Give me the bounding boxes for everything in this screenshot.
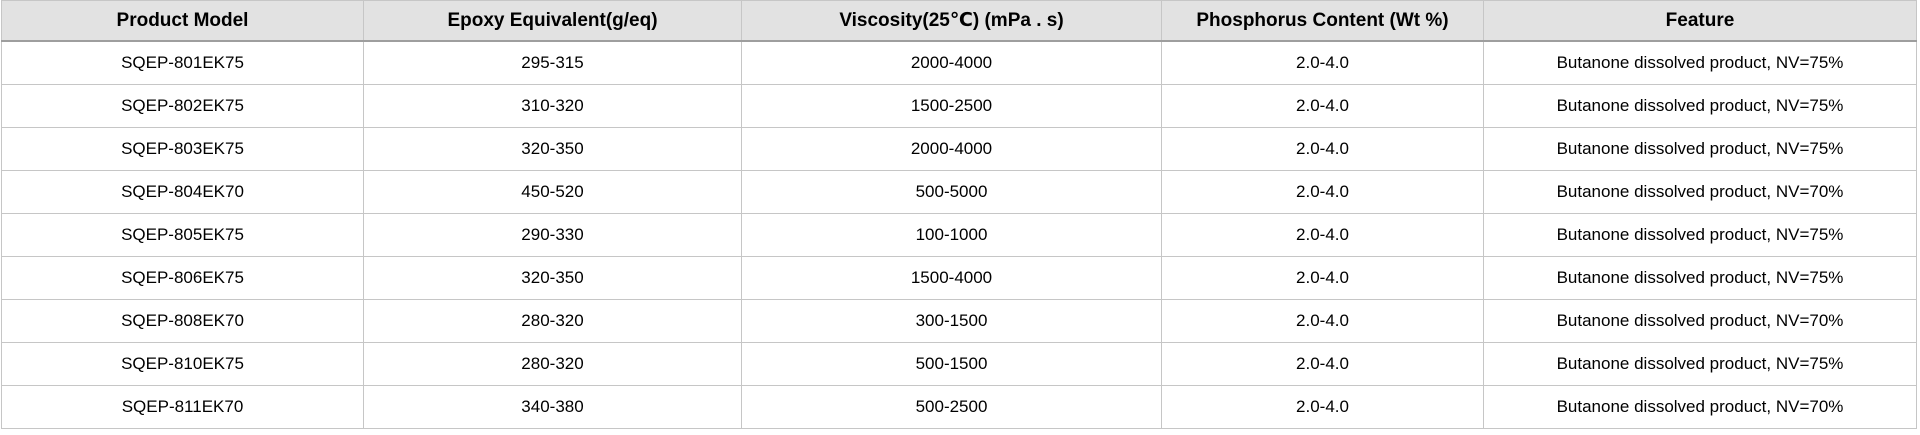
cell-viscosity: 1500-2500 (741, 84, 1162, 128)
cell-epoxy-equivalent: 290-330 (363, 213, 742, 257)
cell-viscosity: 1500-4000 (741, 256, 1162, 300)
table-row: SQEP-802EK75 310-320 1500-2500 2.0-4.0 B… (1, 84, 1917, 128)
cell-feature: Butanone dissolved product, NV=75% (1483, 256, 1917, 300)
cell-viscosity: 500-1500 (741, 342, 1162, 386)
cell-product-model: SQEP-802EK75 (1, 84, 364, 128)
cell-product-model: SQEP-811EK70 (1, 385, 364, 429)
cell-feature: Butanone dissolved product, NV=70% (1483, 170, 1917, 214)
cell-epoxy-equivalent: 295-315 (363, 40, 742, 85)
cell-phosphorus: 2.0-4.0 (1161, 342, 1484, 386)
cell-epoxy-equivalent: 280-320 (363, 342, 742, 386)
column-header-phosphorus-content: Phosphorus Content (Wt %) (1161, 0, 1484, 42)
table-row: SQEP-801EK75 295-315 2000-4000 2.0-4.0 B… (1, 40, 1917, 85)
cell-product-model: SQEP-808EK70 (1, 299, 364, 343)
cell-phosphorus: 2.0-4.0 (1161, 170, 1484, 214)
table-row: SQEP-804EK70 450-520 500-5000 2.0-4.0 Bu… (1, 170, 1917, 214)
cell-product-model: SQEP-806EK75 (1, 256, 364, 300)
table-row: SQEP-805EK75 290-330 100-1000 2.0-4.0 Bu… (1, 213, 1917, 257)
column-header-product-model: Product Model (1, 0, 364, 42)
cell-phosphorus: 2.0-4.0 (1161, 299, 1484, 343)
column-header-epoxy-equivalent: Epoxy Equivalent(g/eq) (363, 0, 742, 42)
cell-phosphorus: 2.0-4.0 (1161, 256, 1484, 300)
table-header: Product Model Epoxy Equivalent(g/eq) Vis… (1, 0, 1917, 42)
cell-phosphorus: 2.0-4.0 (1161, 40, 1484, 85)
cell-feature: Butanone dissolved product, NV=70% (1483, 385, 1917, 429)
cell-epoxy-equivalent: 310-320 (363, 84, 742, 128)
cell-phosphorus: 2.0-4.0 (1161, 213, 1484, 257)
header-row: Product Model Epoxy Equivalent(g/eq) Vis… (1, 0, 1917, 42)
cell-feature: Butanone dissolved product, NV=75% (1483, 213, 1917, 257)
table-row: SQEP-810EK75 280-320 500-1500 2.0-4.0 Bu… (1, 342, 1917, 386)
cell-feature: Butanone dissolved product, NV=70% (1483, 299, 1917, 343)
cell-feature: Butanone dissolved product, NV=75% (1483, 342, 1917, 386)
cell-product-model: SQEP-810EK75 (1, 342, 364, 386)
cell-product-model: SQEP-801EK75 (1, 40, 364, 85)
cell-product-model: SQEP-803EK75 (1, 127, 364, 171)
cell-phosphorus: 2.0-4.0 (1161, 385, 1484, 429)
cell-epoxy-equivalent: 450-520 (363, 170, 742, 214)
table-body: SQEP-801EK75 295-315 2000-4000 2.0-4.0 B… (1, 40, 1917, 429)
cell-viscosity: 100-1000 (741, 213, 1162, 257)
cell-feature: Butanone dissolved product, NV=75% (1483, 40, 1917, 85)
cell-viscosity: 500-2500 (741, 385, 1162, 429)
table-row: SQEP-811EK70 340-380 500-2500 2.0-4.0 Bu… (1, 385, 1917, 429)
cell-epoxy-equivalent: 280-320 (363, 299, 742, 343)
cell-viscosity: 2000-4000 (741, 40, 1162, 85)
column-header-viscosity: Viscosity(25℃) (mPa . s) (741, 0, 1162, 42)
cell-epoxy-equivalent: 320-350 (363, 256, 742, 300)
cell-phosphorus: 2.0-4.0 (1161, 127, 1484, 171)
cell-epoxy-equivalent: 320-350 (363, 127, 742, 171)
cell-viscosity: 300-1500 (741, 299, 1162, 343)
cell-phosphorus: 2.0-4.0 (1161, 84, 1484, 128)
cell-viscosity: 500-5000 (741, 170, 1162, 214)
table-row: SQEP-808EK70 280-320 300-1500 2.0-4.0 Bu… (1, 299, 1917, 343)
table-row: SQEP-803EK75 320-350 2000-4000 2.0-4.0 B… (1, 127, 1917, 171)
cell-viscosity: 2000-4000 (741, 127, 1162, 171)
cell-feature: Butanone dissolved product, NV=75% (1483, 127, 1917, 171)
table-row: SQEP-806EK75 320-350 1500-4000 2.0-4.0 B… (1, 256, 1917, 300)
cell-product-model: SQEP-805EK75 (1, 213, 364, 257)
cell-epoxy-equivalent: 340-380 (363, 385, 742, 429)
column-header-feature: Feature (1483, 0, 1917, 42)
cell-product-model: SQEP-804EK70 (1, 170, 364, 214)
cell-feature: Butanone dissolved product, NV=75% (1483, 84, 1917, 128)
